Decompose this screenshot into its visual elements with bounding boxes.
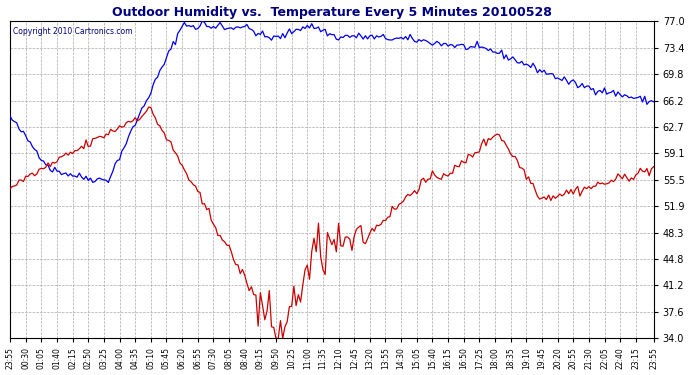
Text: Copyright 2010 Cartronics.com: Copyright 2010 Cartronics.com — [13, 27, 132, 36]
Title: Outdoor Humidity vs.  Temperature Every 5 Minutes 20100528: Outdoor Humidity vs. Temperature Every 5… — [112, 6, 552, 18]
